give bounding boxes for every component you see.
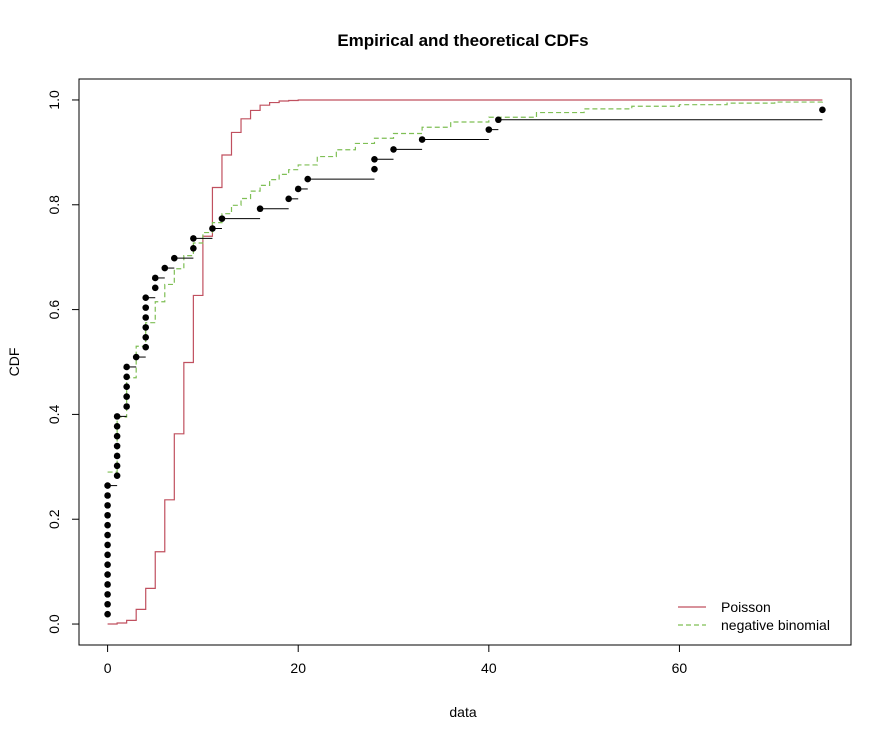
- ecdf-point: [294, 185, 302, 193]
- x-tick-label: 20: [290, 660, 306, 676]
- ecdf-point: [151, 274, 159, 282]
- cdf-line-negative-binomial: [107, 101, 824, 473]
- ecdf-point: [123, 363, 130, 371]
- ecdf-point: [218, 215, 226, 222]
- x-axis-label: data: [449, 704, 476, 720]
- ecdf-point: [485, 126, 493, 133]
- ecdf-point: [123, 373, 130, 381]
- ecdf-point: [123, 393, 130, 400]
- legend-label-poisson: Poisson: [721, 599, 771, 615]
- y-tick-label: 0.2: [46, 509, 62, 529]
- y-axis-label: CDF: [6, 348, 22, 377]
- ecdf-point: [819, 106, 826, 114]
- ecdf-point: [390, 146, 397, 153]
- ecdf-point: [142, 294, 150, 302]
- ecdf-point: [104, 610, 111, 618]
- ecdf-point: [104, 502, 111, 509]
- ecdf-point: [304, 175, 312, 183]
- ecdf-point: [371, 165, 378, 173]
- ecdf-point: [104, 571, 111, 578]
- y-tick-label: 0.8: [46, 195, 62, 215]
- ecdf-point: [104, 600, 111, 608]
- ecdf-point: [104, 591, 111, 598]
- ecdf-point: [209, 225, 216, 232]
- ecdf-point: [142, 324, 150, 331]
- ecdf-point: [123, 383, 130, 391]
- y-tick-label: 0.4: [46, 404, 62, 424]
- legend: Poisson negative binomial: [678, 599, 830, 633]
- ecdf-point: [161, 264, 169, 272]
- ecdf-point: [418, 136, 426, 143]
- ecdf-point: [104, 492, 111, 499]
- ecdf-point: [151, 284, 159, 292]
- ecdf-point: [123, 403, 130, 410]
- x-tick-label: 60: [672, 660, 688, 676]
- ecdf-point: [104, 531, 111, 539]
- y-tick-label: 0.6: [46, 300, 62, 320]
- ecdf-point: [104, 482, 111, 489]
- chart-title: Empirical and theoretical CDFs: [337, 31, 588, 50]
- ecdf-point: [104, 511, 111, 519]
- ecdf-point: [113, 422, 121, 430]
- ecdf-point: [113, 413, 121, 420]
- cdf-line-poisson: [107, 99, 823, 625]
- y-axis: 0.0 0.2 0.4 0.6 0.8 1.0: [46, 90, 80, 634]
- ecdf-point: [285, 195, 292, 203]
- ecdf-point: [113, 442, 121, 450]
- ecdf-point: [104, 521, 111, 529]
- ecdf-point: [113, 432, 121, 440]
- legend-label-negative-binomial: negative binomial: [721, 617, 830, 633]
- ecdf-point: [104, 541, 111, 549]
- x-axis: 0 20 40 60: [104, 644, 688, 676]
- ecdf-point: [113, 472, 121, 480]
- series-layer: [107, 99, 824, 625]
- ecdf-point: [104, 581, 111, 588]
- ecdf-point: [104, 561, 111, 569]
- ecdf-point: [142, 314, 150, 321]
- ecdf-point: [113, 462, 121, 470]
- ecdf-point: [256, 205, 264, 213]
- y-tick-label: 1.0: [46, 90, 62, 110]
- x-tick-label: 40: [481, 660, 497, 676]
- ecdf-point: [171, 254, 178, 262]
- ecdf-point: [113, 452, 121, 460]
- ecdf-point: [142, 343, 150, 351]
- ecdf-point: [142, 333, 150, 341]
- y-tick-label: 0.0: [46, 614, 62, 634]
- plot-frame: [78, 78, 852, 646]
- x-tick-label: 0: [104, 660, 112, 676]
- ecdf-point: [190, 235, 197, 242]
- empirical-layer: [104, 106, 826, 618]
- ecdf-point: [132, 353, 140, 361]
- ecdf-point: [104, 551, 111, 559]
- ecdf-point: [371, 155, 378, 163]
- ecdf-point: [190, 244, 197, 252]
- ecdf-point: [495, 116, 502, 124]
- ecdf-point: [142, 304, 150, 311]
